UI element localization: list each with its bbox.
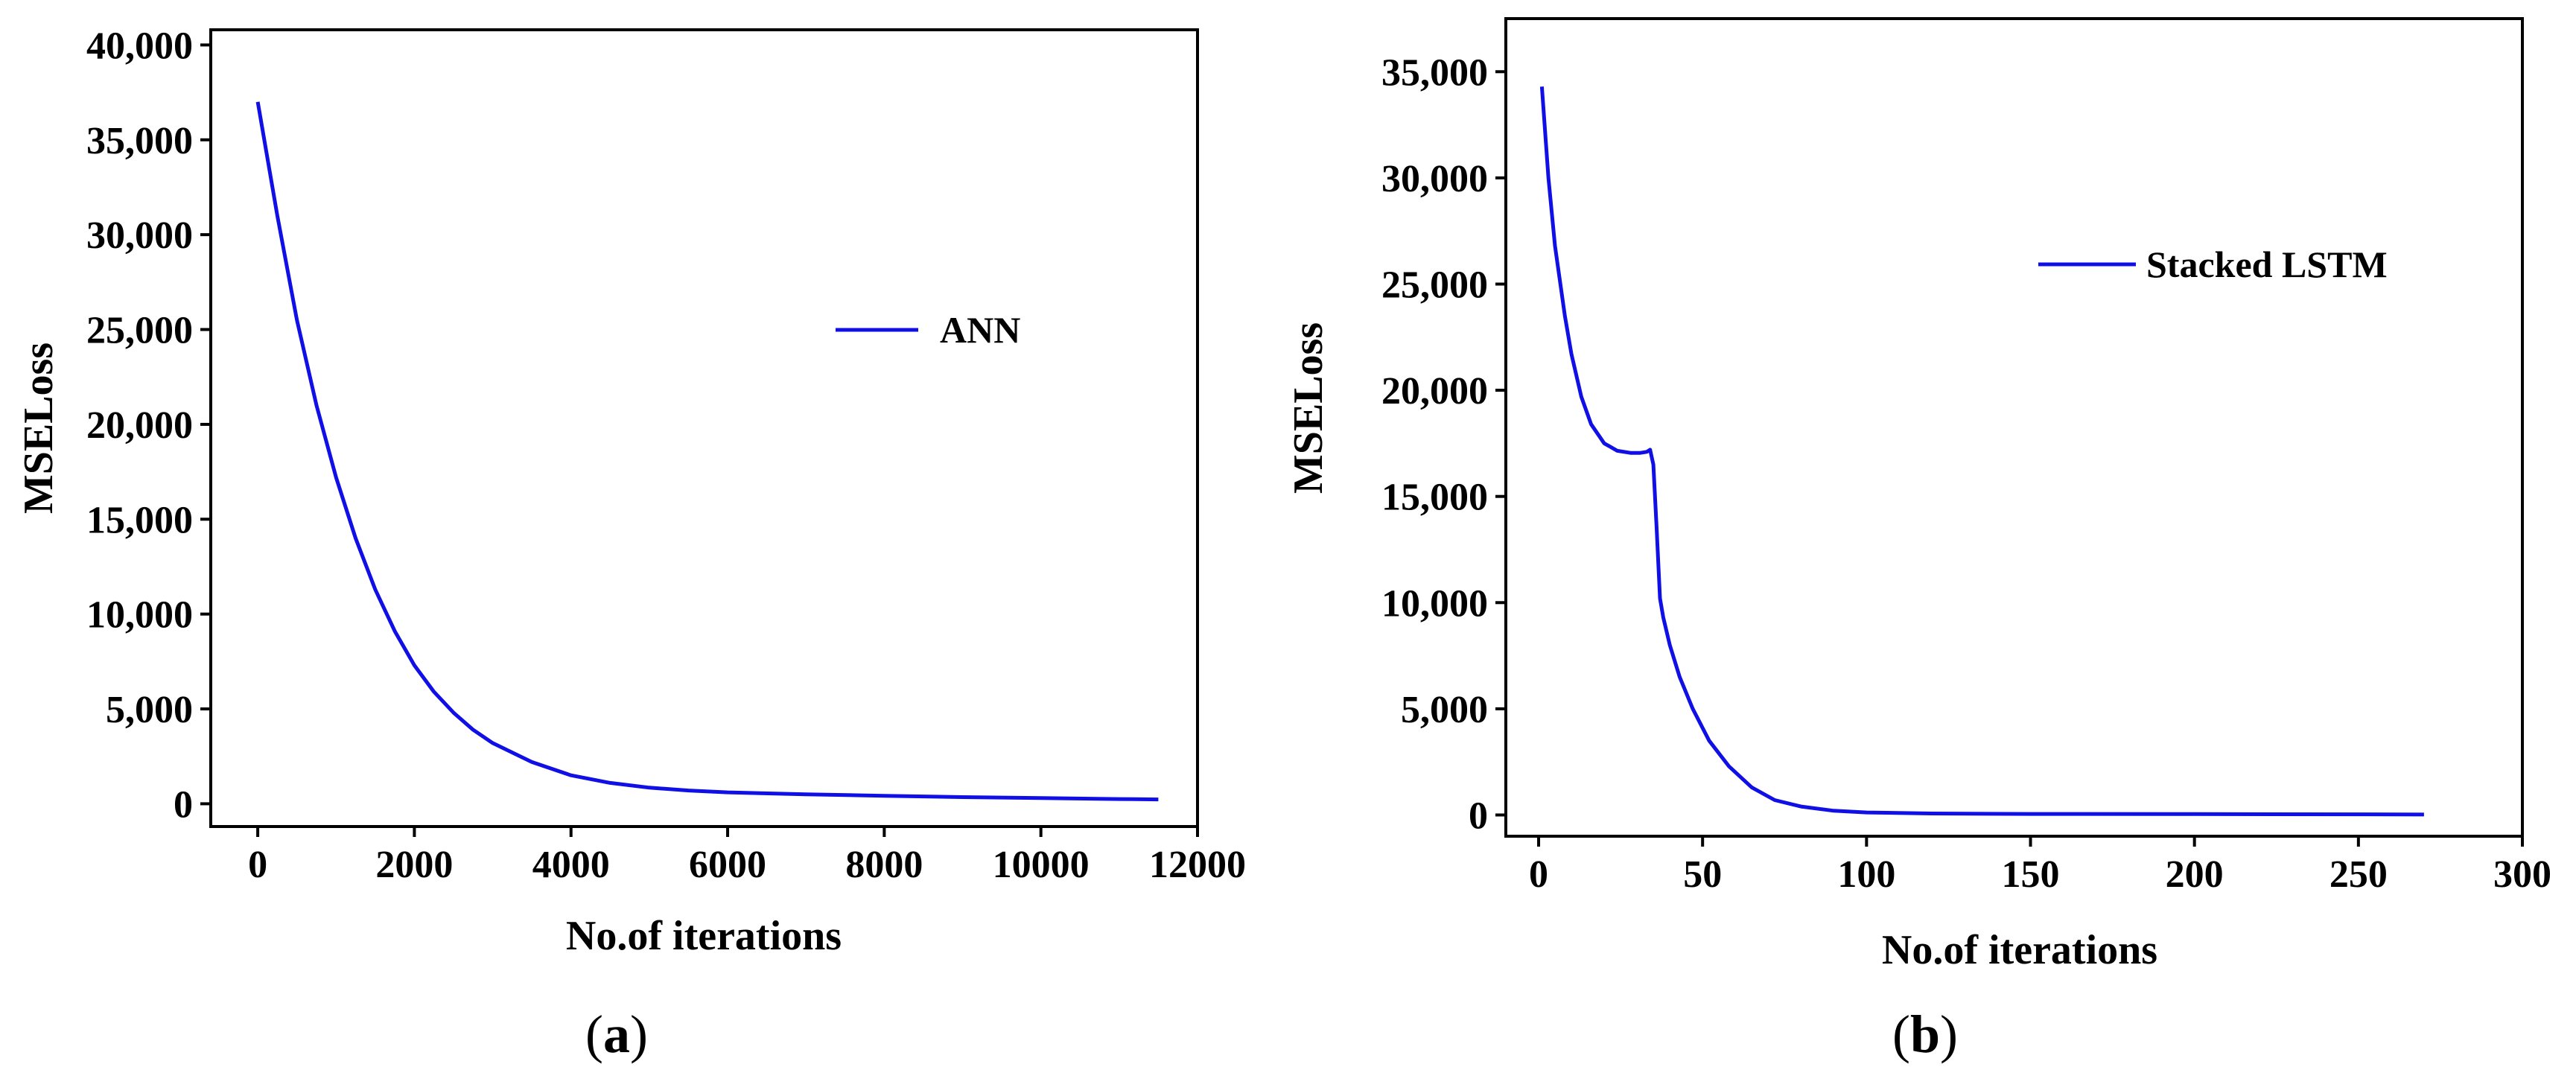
- y-axis-label-a: MSELoss: [16, 343, 62, 514]
- x-tick-label: 50: [1683, 853, 1722, 896]
- y-tick-label: 20,000: [86, 404, 193, 447]
- x-ticks-b: 0 50 100 150 200 250 300: [1529, 836, 2551, 896]
- x-tick-label: 200: [2166, 853, 2224, 896]
- x-tick-label: 10000: [993, 844, 1090, 886]
- y-tick-label: 5,000: [1401, 689, 1488, 731]
- chart-panel-a: 0 5,000 10,000 15,000 20,000 25,000 30,000 35,0…: [16, 25, 1246, 1064]
- y-ticks-b: 0 5,000 10,000 15,000 20,000 25,000 30,000 35,0…: [1381, 51, 1506, 837]
- x-tick-label: 8000: [845, 844, 923, 886]
- x-tick-label: 150: [2002, 853, 2060, 896]
- y-tick-label: 15,000: [1381, 477, 1488, 519]
- series-line-stacked-lstm: [1539, 86, 2424, 817]
- y-tick-label: 20,000: [1381, 370, 1488, 413]
- series-line-ann: [255, 101, 1159, 802]
- x-axis-label-b: No.of iterations: [1882, 927, 2157, 973]
- x-tick-label: 4000: [532, 844, 610, 886]
- y-tick-label: 25,000: [86, 310, 193, 352]
- y-ticks-a: 0 5,000 10,000 15,000 20,000 25,000 30,000 35,0…: [86, 25, 211, 826]
- x-tick-label: 300: [2493, 853, 2551, 896]
- x-axis-label-a: No.of iterations: [566, 913, 842, 959]
- x-tick-label: 2000: [375, 844, 453, 886]
- caption-b: (b): [1892, 1004, 1958, 1064]
- x-ticks-a: 0 2000 4000 6000 8000 10000 12000: [248, 827, 1246, 886]
- caption-a: (a): [585, 1004, 648, 1064]
- x-tick-label: 0: [1529, 853, 1548, 896]
- y-tick-label: 10,000: [1381, 582, 1488, 625]
- y-tick-label: 35,000: [86, 120, 193, 162]
- y-tick-label: 10,000: [86, 594, 193, 637]
- legend-b: Stacked LSTM: [2038, 243, 2388, 285]
- x-tick-label: 12000: [1149, 844, 1246, 886]
- legend-label-stacked-lstm: Stacked LSTM: [2146, 243, 2388, 285]
- y-tick-label: 0: [1469, 795, 1488, 837]
- y-tick-label: 35,000: [1381, 51, 1488, 94]
- y-tick-label: 15,000: [86, 499, 193, 541]
- legend-a: ANN: [836, 309, 1020, 351]
- y-tick-label: 0: [174, 783, 193, 826]
- x-tick-label: 0: [248, 844, 267, 886]
- plot-frame-b: [1504, 17, 2524, 838]
- x-tick-label: 250: [2329, 853, 2388, 896]
- legend-label-ann: ANN: [940, 309, 1020, 351]
- y-tick-label: 30,000: [86, 214, 193, 257]
- y-tick-label: 25,000: [1381, 264, 1488, 306]
- plot-frame-a: [209, 28, 1199, 828]
- y-tick-label: 5,000: [106, 689, 193, 731]
- y-tick-label: 30,000: [1381, 158, 1488, 200]
- chart-panel-b: 0 5,000 10,000 15,000 20,000 25,000 30,000 35,0…: [1285, 17, 2551, 1064]
- x-tick-label: 6000: [689, 844, 766, 886]
- x-tick-label: 100: [1837, 853, 1895, 896]
- y-tick-label: 40,000: [86, 25, 193, 67]
- y-axis-label-b: MSELoss: [1285, 322, 1332, 494]
